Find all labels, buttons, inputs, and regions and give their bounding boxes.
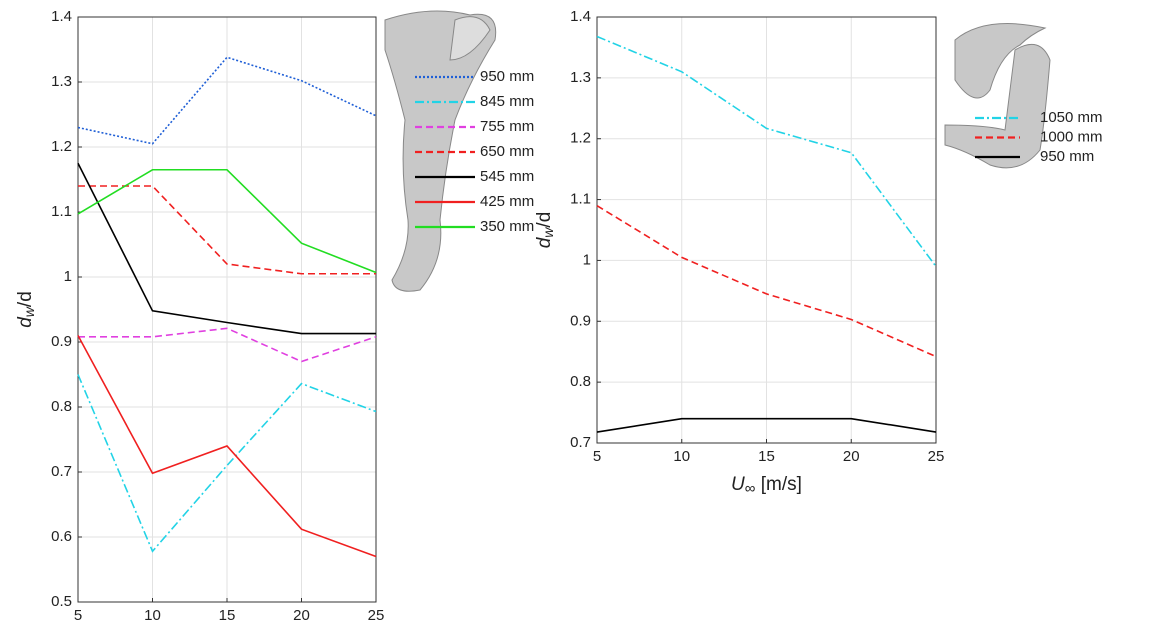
series-line [77,335,377,558]
series-line [596,35,937,267]
y-tick-label: 0.5 [51,593,72,610]
x-tick-label: 10 [144,607,161,624]
x-label-part: U [192,633,206,635]
y-tick-label: 1.2 [51,138,72,155]
y-tick-label: 1.1 [51,203,72,220]
x-tick-label: 25 [928,448,945,465]
y-tick-label: 1.3 [570,69,591,86]
y-label-part: w [21,306,37,317]
x-tick-label: 20 [843,448,860,465]
legend-label: 1000 mm [1040,128,1103,145]
x-tick-label: 20 [293,607,310,624]
y-label-part: /d [534,212,555,228]
x-tick-label: 25 [368,607,385,624]
legend-label: 845 mm [480,93,534,110]
x-label-part: ∞ [745,480,756,497]
legend-label: 755 mm [480,118,534,135]
legend-label: 950 mm [480,68,534,85]
series-line [78,185,376,275]
y-tick-label: 1.1 [570,191,591,208]
y-tick-label: 0.8 [570,373,591,390]
x-tick-label: 10 [673,448,690,465]
x-tick-label: 15 [219,607,236,624]
series-line [78,327,377,363]
y-tick-label: 0.7 [570,434,591,451]
y-label-part: d [15,316,36,328]
x-tick-label: 5 [593,448,601,465]
plot-frame [596,16,937,444]
y-axis-label: dw/d [534,212,556,249]
y-tick-label: 1.2 [570,130,591,147]
y-tick-label: 0.7 [51,463,72,480]
x-axis-label: U∞ [m/s] [731,474,802,497]
legend-label: 425 mm [480,193,534,210]
series-line [77,168,377,274]
x-label-part: [m/s] [216,633,262,635]
x-label-part: U [731,474,745,495]
x-axis-label: U∞ [m/s] [192,633,263,635]
y-axis-label: dw/d [15,291,37,328]
y-label-part: d [534,236,555,248]
y-label-part: w [540,227,556,238]
y-tick-label: 1 [583,251,591,268]
legend-label: 1050 mm [1040,109,1103,126]
plot-frame [77,16,377,603]
legend-label: 350 mm [480,218,534,235]
y-tick-label: 1 [64,268,72,285]
series-line [596,417,937,433]
x-tick-label: 5 [74,607,82,624]
series-line [77,162,376,335]
legend-label: 545 mm [480,168,534,185]
arm-illustration [944,23,1051,169]
series-line [596,204,937,358]
y-tick-label: 1.4 [51,8,72,25]
legend-label: 650 mm [480,143,534,160]
y-label-part: /d [15,291,36,307]
y-tick-label: 0.6 [51,528,72,545]
x-label-part: [m/s] [755,474,801,495]
y-tick-label: 1.4 [570,8,591,25]
y-tick-label: 0.9 [51,333,72,350]
y-tick-label: 1.3 [51,73,72,90]
x-tick-label: 15 [758,448,775,465]
legend-label: 950 mm [1040,148,1094,165]
y-tick-label: 0.9 [570,312,591,329]
series-line [77,374,377,553]
y-tick-label: 0.8 [51,398,72,415]
